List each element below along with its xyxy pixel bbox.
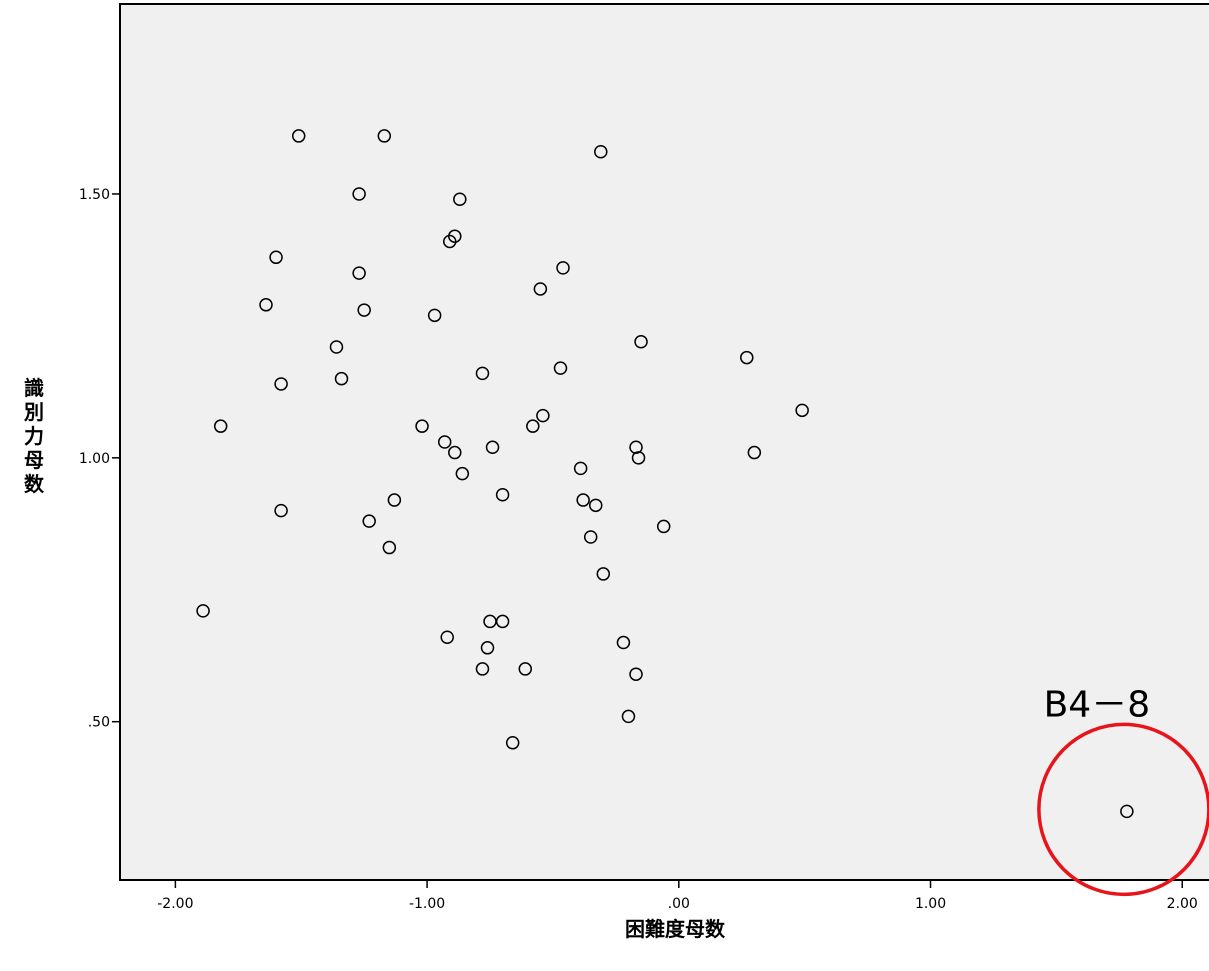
scatter-point — [485, 440, 500, 455]
scatter-point — [196, 604, 210, 618]
scatter-point — [616, 635, 631, 650]
scatter-point — [747, 445, 762, 460]
scatter-point — [588, 498, 603, 513]
scatter-point — [596, 567, 611, 581]
scatter-point — [362, 514, 376, 528]
scatter-point — [629, 440, 643, 455]
x-tick-label: -2.00 — [157, 896, 193, 912]
scatter-point — [352, 187, 366, 201]
x-tick-label: .00 — [668, 896, 690, 912]
scatter-point — [440, 630, 454, 645]
scatter-point — [629, 667, 643, 681]
scatter-point — [553, 361, 568, 375]
plot-area — [119, 3, 1209, 881]
scatter-point — [475, 366, 490, 381]
scatter-point — [455, 466, 470, 481]
scatter-point — [495, 488, 510, 502]
scatter-point — [442, 234, 457, 249]
scatter-point — [382, 540, 397, 555]
scatter-point — [594, 145, 608, 159]
scatter-point — [634, 334, 648, 349]
y-axis-title: 識別力母数 — [24, 376, 45, 496]
annotation-label: B4－8 — [1044, 684, 1151, 725]
scatter-point — [274, 503, 288, 518]
scatter-point — [329, 340, 344, 354]
scatter-point — [576, 493, 590, 507]
y-tick-label: .50 — [88, 715, 110, 731]
scatter-point — [437, 435, 452, 449]
scatter-point — [533, 282, 548, 296]
scatter-point — [453, 192, 467, 207]
scatter-point — [656, 519, 671, 534]
data-points — [196, 129, 1134, 819]
scatter-point — [536, 408, 550, 423]
scatter-point — [269, 250, 283, 265]
scatter-point — [415, 419, 429, 433]
scatter-point — [556, 261, 570, 275]
x-tick-label: 2.00 — [1167, 896, 1198, 912]
scatter-point — [480, 641, 495, 655]
x-axis: -2.00 -1.00 .00 1.00 2.00 — [157, 880, 1198, 912]
scatter-point — [1120, 804, 1134, 819]
y-axis: .50 1.00 1.50 — [79, 187, 120, 731]
scatter-point — [387, 493, 402, 507]
scatter-point — [505, 736, 520, 750]
scatter-point — [291, 129, 306, 143]
scatter-point — [518, 662, 533, 676]
scatter-point — [573, 461, 588, 476]
scatter-point — [427, 308, 442, 323]
scatter-point — [352, 266, 366, 280]
scatter-point — [526, 419, 540, 433]
scatter-point — [334, 371, 349, 386]
scatter-point — [475, 662, 490, 676]
scatter-point — [495, 614, 510, 629]
x-axis-title: 困難度母数 — [625, 917, 726, 941]
scatter-point — [274, 377, 288, 391]
scatter-point — [583, 530, 598, 544]
y-tick-label: 1.50 — [79, 187, 110, 203]
scatter-point — [213, 419, 228, 433]
y-tick-label: 1.00 — [79, 451, 110, 467]
x-tick-label: -1.00 — [409, 896, 445, 912]
scatter-point — [631, 451, 646, 465]
scatter-point — [795, 403, 809, 418]
scatter-point — [259, 298, 273, 312]
x-tick-label: 1.00 — [915, 896, 946, 912]
scatter-point — [740, 350, 754, 365]
scatter-point — [448, 445, 462, 460]
scatter-point — [377, 129, 392, 143]
scatter-point — [357, 303, 371, 317]
scatter-point — [621, 709, 636, 724]
